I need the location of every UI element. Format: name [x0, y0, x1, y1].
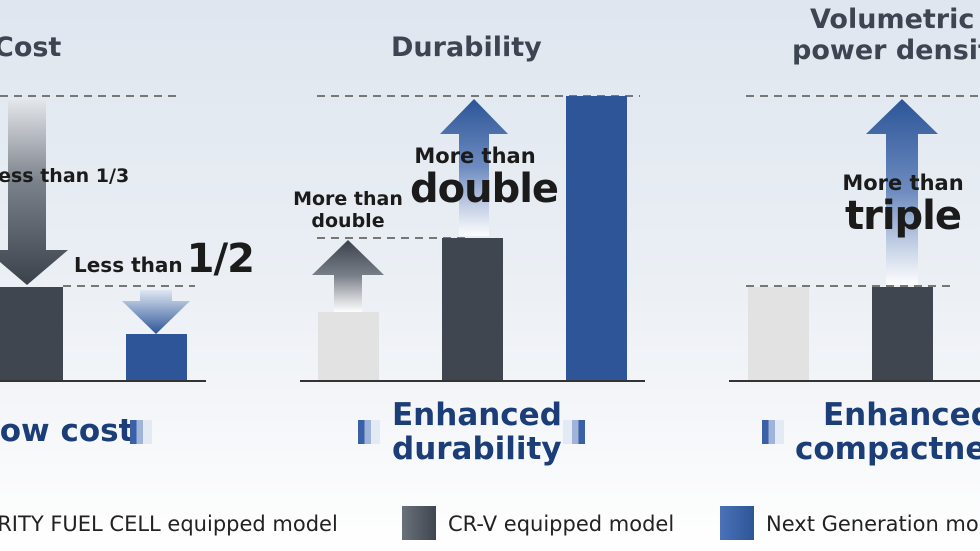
cost-title: Cost — [0, 32, 62, 63]
den-footer-marker-icon — [762, 420, 784, 444]
dur-footer-marker-icon-right — [563, 420, 585, 444]
density-title-line2: power density — [792, 35, 980, 66]
cost-down-arrow-large — [0, 100, 68, 285]
dur-annotation-1-line2: double — [311, 210, 385, 232]
dur-up-arrow-blue — [440, 99, 508, 236]
dur-footer-marker-icon-left — [358, 420, 380, 444]
durability-title: Durability — [391, 32, 542, 63]
den-annotation-line1: More than — [842, 171, 964, 195]
density-title-line1: Volumetric — [810, 4, 975, 35]
dur-bar-crv — [442, 238, 503, 381]
cost-footer-marker-icon — [130, 420, 152, 444]
density-footer-line2: compactness — [795, 431, 980, 467]
dur-annotation-1: More than double — [290, 188, 406, 232]
dur-annotation-2: More than double — [410, 144, 559, 212]
density-footer: Enhanced compactness — [795, 398, 980, 466]
cost-bar-next — [126, 334, 187, 381]
dur-annotation-2-line1: More than — [414, 144, 536, 168]
cost-down-arrow-small — [122, 290, 190, 334]
dur-annotation-1-line1: More than — [293, 188, 403, 210]
dur-up-arrow-gray — [312, 240, 384, 312]
cost-bar-crv — [0, 287, 63, 381]
durability-footer-line2: durability — [392, 431, 562, 467]
cost-annotation-1: Less than 1/3 — [0, 165, 130, 187]
cost-annotation-2: Less than 1/2 — [74, 236, 255, 282]
density-title: Volumetric power density — [792, 4, 980, 66]
density-footer-line1: Enhanced — [823, 397, 980, 433]
cost-annotation-2-small: Less than — [74, 253, 183, 277]
dur-annotation-2-line2: double — [410, 166, 559, 212]
den-annotation-line2: triple — [844, 193, 962, 239]
legend-label-next: Next Generation model — [766, 512, 980, 536]
durability-footer: Enhanced durability — [392, 398, 562, 466]
den-bar-clarity — [748, 287, 809, 381]
cost-footer: Low cost — [0, 413, 134, 449]
cost-annotation-2-big: 1/2 — [186, 236, 255, 282]
legend-swatch-crv — [402, 506, 436, 540]
den-bar-crv — [872, 287, 933, 381]
den-up-arrow-blue — [866, 99, 938, 285]
dur-bar-clarity — [318, 312, 379, 381]
legend-label-crv: CR-V equipped model — [448, 512, 675, 536]
legend-label-clarity: CLARITY FUEL CELL equipped model — [0, 512, 338, 536]
den-annotation: More than triple — [838, 172, 968, 238]
legend-swatch-next — [720, 506, 754, 540]
durability-footer-line1: Enhanced — [392, 397, 562, 433]
dur-bar-next — [566, 96, 627, 381]
